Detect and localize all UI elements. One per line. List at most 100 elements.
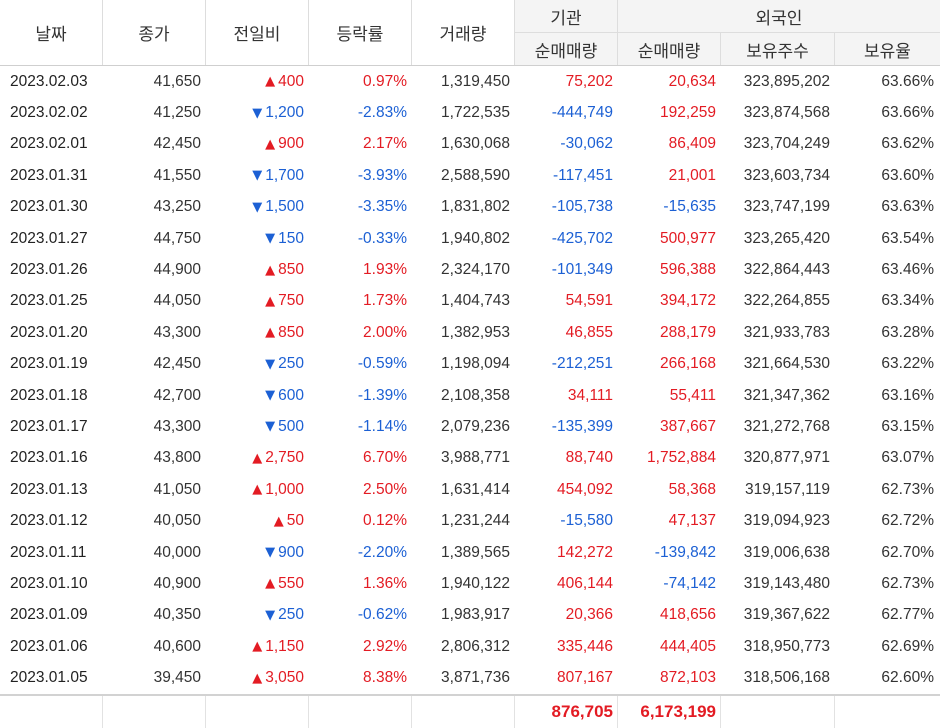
change-value: 1,000 [265,480,304,498]
foreigner-ratio-cell: 63.63% [881,198,934,216]
change-rate-cell: 6.70% [363,449,407,467]
change-rate-cell: -1.14% [357,417,407,435]
foreigner-net-cell: 394,172 [659,292,716,310]
change-rate-cell: -2.20% [357,543,407,561]
institution-net-cell: 20,366 [565,606,613,624]
change-rate-cell: -3.93% [357,166,407,184]
change-cell: ▲ 900 [206,129,309,160]
change-value: 900 [278,543,304,561]
foreigner-net-cell: -139,842 [654,543,716,561]
up-arrow-icon: ▲ [265,325,276,341]
foreigner-ratio-cell: 63.46% [881,261,934,279]
foreigner-net-cell: 288,179 [659,323,716,341]
foreigner-net-cell: 418,656 [659,606,716,624]
change-rate-cell: -1.39% [357,386,407,404]
date-cell: 2023.01.06 [10,637,88,655]
date-cell: 2023.01.09 [10,606,88,624]
down-arrow-icon: ▼ [265,419,276,435]
header-foreigner-shares: 보유주수 [721,33,835,65]
change-cell: ▲ 550 [206,568,309,599]
date-cell: 2023.01.16 [10,449,88,467]
foreigner-shares-cell: 318,950,773 [743,637,830,655]
up-arrow-icon: ▲ [252,482,263,498]
date-cell: 2023.01.27 [10,229,88,247]
close-price-cell: 39,450 [153,669,201,687]
change-rate-cell: -0.59% [357,355,407,373]
foreigner-ratio-cell: 63.66% [881,104,934,122]
date-cell: 2023.01.11 [10,543,87,561]
change-cell: ▲ 2,750 [206,443,309,474]
foreigner-ratio-cell: 62.77% [881,606,934,624]
foreigner-shares-cell: 319,006,638 [743,543,830,561]
summary-empty-cell [206,696,309,728]
header-close: 종가 [103,0,206,65]
close-price-cell: 41,050 [153,480,201,498]
summary-empty-cell [103,696,206,728]
volume-cell: 3,871,736 [441,669,510,687]
institution-net-cell: -101,349 [551,261,613,279]
institution-net-cell: 454,092 [556,480,613,498]
change-value: 50 [286,512,304,530]
date-cell: 2023.01.20 [10,323,88,341]
foreigner-ratio-cell: 63.60% [881,166,934,184]
foreigner-net-cell: -74,142 [663,574,716,592]
table-row: 2023.02.01 42,450 ▲ 900 2.17% 1,630,068 -… [0,129,940,160]
foreigner-shares-cell: 322,264,855 [743,292,830,310]
close-price-cell: 41,250 [153,104,201,122]
change-cell: ▲ 3,050 [206,662,309,693]
down-arrow-icon: ▼ [265,607,276,623]
volume-cell: 1,630,068 [441,135,510,153]
foreigner-ratio-cell: 63.54% [881,229,934,247]
close-price-cell: 40,000 [153,543,201,561]
institution-net-cell: 34,111 [567,386,613,404]
header-foreigner: 외국인 [618,0,940,33]
change-rate-cell: -0.62% [357,606,407,624]
foreigner-shares-cell: 321,664,530 [743,355,830,373]
table-row: 2023.01.27 44,750 ▼ 150 -0.33% 1,940,802 … [0,223,940,254]
foreigner-ratio-cell: 62.73% [881,574,934,592]
up-arrow-icon: ▲ [265,576,276,592]
change-cell: ▼ 150 [206,223,309,254]
header-volume: 거래량 [412,0,515,65]
foreigner-ratio-cell: 63.15% [881,417,934,435]
volume-cell: 1,940,802 [441,229,510,247]
date-cell: 2023.02.02 [10,104,88,122]
volume-cell: 1,831,802 [441,198,510,216]
foreigner-net-cell: 596,388 [659,261,716,279]
foreigner-net-cell: 55,411 [669,386,716,404]
change-cell: ▼ 500 [206,411,309,442]
up-arrow-icon: ▲ [273,513,284,529]
volume-cell: 2,108,358 [441,386,510,404]
volume-cell: 2,324,170 [441,261,510,279]
volume-cell: 1,983,917 [441,606,510,624]
change-cell: ▲ 50 [206,505,309,536]
foreigner-shares-cell: 321,933,783 [743,323,830,341]
change-cell: ▼ 250 [206,349,309,380]
foreigner-shares-cell: 321,347,362 [743,386,830,404]
volume-cell: 1,940,122 [441,574,510,592]
table-row: 2023.01.10 40,900 ▲ 550 1.36% 1,940,122 4… [0,568,940,599]
volume-cell: 1,198,094 [441,355,510,373]
down-arrow-icon: ▼ [252,105,263,121]
table-row: 2023.01.26 44,900 ▲ 850 1.93% 2,324,170 -… [0,254,940,285]
volume-cell: 2,588,590 [441,166,510,184]
foreigner-net-cell: 872,103 [659,669,716,687]
close-price-cell: 40,050 [153,512,201,530]
volume-cell: 1,404,743 [441,292,510,310]
foreigner-net-cell: 387,667 [659,417,716,435]
down-arrow-icon: ▼ [252,168,263,184]
change-cell: ▲ 750 [206,286,309,317]
volume-cell: 1,319,450 [441,72,510,90]
change-cell: ▲ 850 [206,317,309,348]
institution-net-cell: 335,446 [556,637,613,655]
table-row: 2023.01.30 43,250 ▼ 1,500 -3.35% 1,831,80… [0,192,940,223]
table-row: 2023.01.09 40,350 ▼ 250 -0.62% 1,983,917 … [0,600,940,631]
down-arrow-icon: ▼ [265,356,276,372]
close-price-cell: 41,550 [153,166,201,184]
up-arrow-icon: ▲ [265,293,276,309]
foreigner-shares-cell: 323,265,420 [743,229,830,247]
foreigner-ratio-cell: 63.28% [881,323,934,341]
change-cell: ▼ 600 [206,380,309,411]
change-value: 850 [278,261,304,279]
